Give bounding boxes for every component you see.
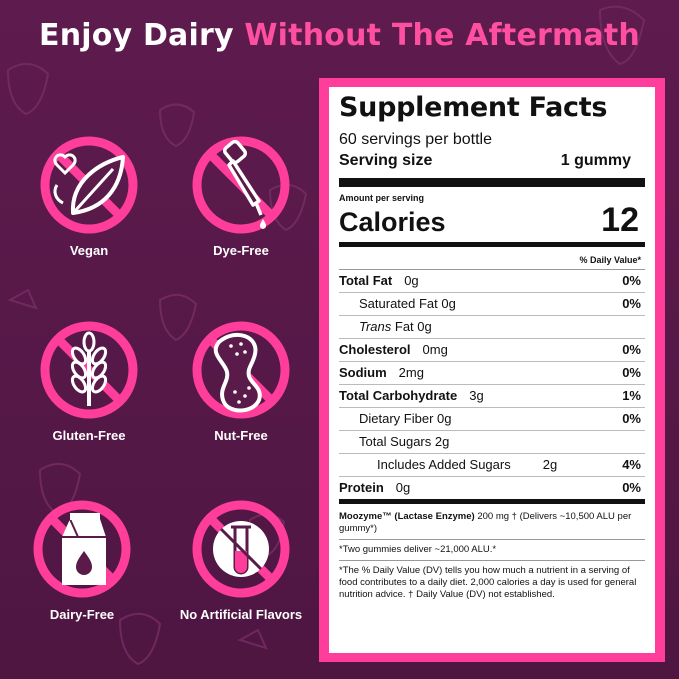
nutrient-label: Dietary Fiber 0g [359,411,452,426]
nutrient-dv: 0% [622,480,641,495]
badge-no-artificial-flavors: No Artificial Flavors [166,497,316,622]
nutrient-row-trans-fat: Trans Fat 0g [339,316,645,339]
badge-gluten-free: Gluten-Free [14,318,164,443]
nutrient-dv: 0% [622,273,641,288]
badge-label: Dairy-Free [49,607,115,622]
nutrient-label: Total Fat [339,273,393,288]
nutrient-dv: 0% [622,365,641,380]
nutrient-row-sodium: Sodium 2mg 0% [339,362,645,385]
headline-pink: Without The Aftermath [244,18,640,53]
nutrient-label: Cholesterol [339,342,411,357]
badge-dairy-free: Dairy-Free [7,497,157,622]
nutrient-dv: 4% [622,457,641,472]
badge-label: Gluten-Free [52,428,126,443]
test-tube-icon [192,500,290,598]
nutrient-dv: 0% [622,342,641,357]
nutrient-label: Includes Added Sugars [377,457,511,472]
nutrient-dv: 0% [622,411,641,426]
badge-label: No Artificial Flavors [179,607,303,622]
dropper-icon [192,136,290,234]
nutrient-label: Protein [339,480,384,495]
nutrient-row-total-carbohydrate: Total Carbohydrate 3g 1% [339,385,645,408]
serving-size-label: Serving size [339,152,433,169]
badge-label: Nut-Free [214,428,268,443]
nutrient-label: Sodium [339,365,387,380]
moozyme-name: Moozyme™ (Lactase Enzyme) [339,511,475,522]
nutrient-amount: 0g [395,480,411,495]
nutrient-row-total-fat: Total Fat 0g 0% [339,270,645,293]
milk-carton-icon [33,500,131,598]
nutrient-label: Total Sugars 2g [359,434,450,449]
nutrient-dv: 0% [622,296,641,311]
nutrient-dv: 1% [622,388,641,403]
nutrient-label: Saturated Fat 0g [359,296,456,311]
peanut-icon [192,321,290,419]
supplement-facts-panel: Supplement Facts 60 servings per bottle … [329,87,655,653]
daily-value-footnote: *The % Daily Value (DV) tells you how mu… [339,565,637,600]
calories-label: Calories [339,207,446,237]
nutrient-label: Total Carbohydrate [339,388,458,403]
two-gummies-note: *Two gummies deliver ~21,000 ALU.* [339,540,645,561]
headline-white: Enjoy Dairy [39,18,234,53]
calories-row: Calories 12 [339,203,645,247]
badge-vegan: Vegan [14,133,164,258]
headline: Enjoy Dairy Without The Aftermath [0,18,679,53]
badge-dye-free: Dye-Free [166,133,316,258]
leaf-heart-icon [40,136,138,234]
nutrient-row-total-sugars: Total Sugars 2g [339,431,645,454]
wheat-icon [40,321,138,419]
servings-per-container: 60 servings per bottle [339,131,492,148]
nutrient-row-added-sugars: Includes Added Sugars 2g 4% [339,454,645,477]
daily-value-header: % Daily Value* [339,247,645,270]
nutrient-amount: 2g [542,457,558,472]
nutrient-label-rest: Fat 0g [391,319,432,334]
badge-nut-free: Nut-Free [166,318,316,443]
nutrient-amount: 0mg [422,342,448,357]
badge-label: Dye-Free [213,243,269,258]
serving-size-value: 1 gummy [560,152,631,169]
nutrient-amount: 3g [469,388,484,403]
serving-size-row: Serving size 1 gummy [339,150,645,187]
nutrient-amount: 2mg [398,365,424,380]
nutrient-row-cholesterol: Cholesterol 0mg 0% [339,339,645,362]
nutrient-row-protein: Protein 0g 0% [339,477,645,504]
badge-label: Vegan [69,243,109,258]
nutrient-label-italic: Trans [359,319,392,334]
nutrient-row-dietary-fiber: Dietary Fiber 0g 0% [339,408,645,431]
calories-value: 12 [601,201,639,239]
facts-title: Supplement Facts [339,92,608,123]
moozyme-detail: 200 mg † (Delivers ~10,500 ALU per gummy… [339,511,632,534]
nutrient-row-saturated-fat: Saturated Fat 0g 0% [339,293,645,316]
amount-per-serving: Amount per serving [339,193,425,203]
moozyme-note: Moozyme™ (Lactase Enzyme) 200 mg † (Deli… [339,504,645,540]
nutrient-amount: 0g [404,273,419,288]
